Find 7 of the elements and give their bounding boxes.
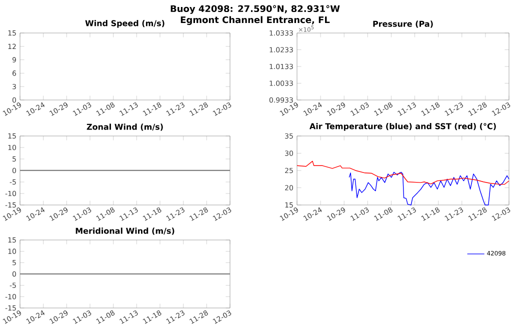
chart-title: Meridional Wind (m/s) xyxy=(76,228,174,235)
chart-title: Wind Speed (m/s) xyxy=(85,20,164,28)
chart-title: Air Temperature (blue) and SST (red) (°C) xyxy=(309,123,496,131)
text: Egmont Channel Entrance, FL xyxy=(180,16,330,25)
chart-title: Zonal Wind (m/s) xyxy=(86,124,163,131)
text: Buoy 42098: 27.590°N, 82.931°W xyxy=(170,5,340,14)
chart-title: Pressure (Pa) xyxy=(373,20,433,28)
